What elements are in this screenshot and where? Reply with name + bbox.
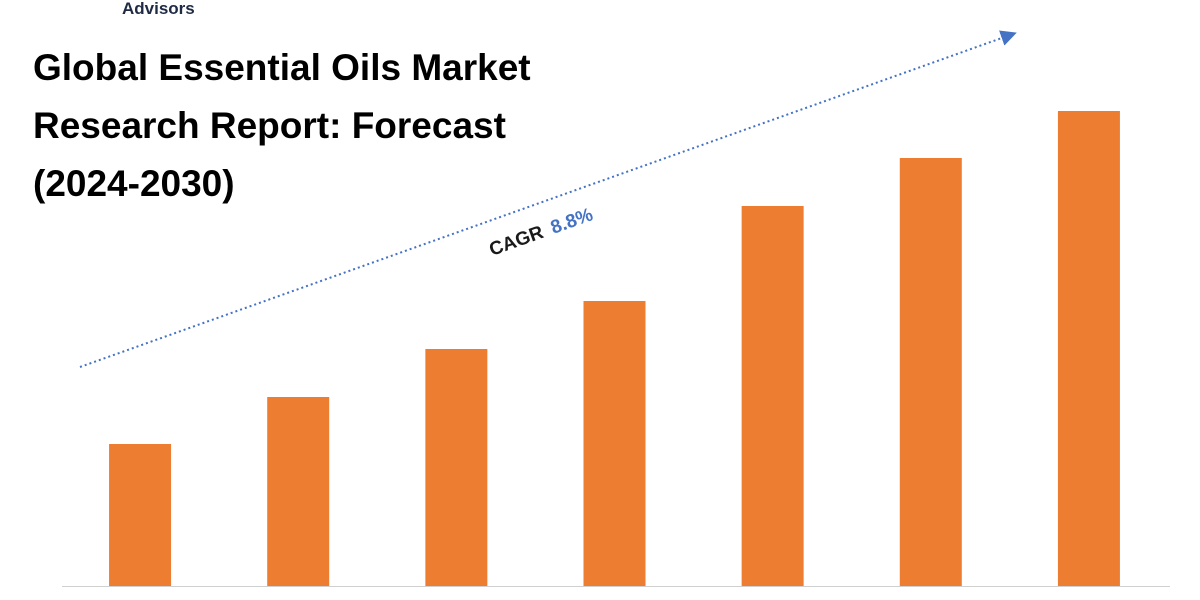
bar — [267, 397, 330, 586]
cagr-value: 8.8% — [548, 204, 596, 238]
chart-title: Research Report: Forecast — [33, 105, 506, 146]
chart-title: Global Essential Oils Market — [33, 47, 531, 88]
bar — [109, 444, 172, 586]
chart-title: (2024-2030) — [33, 163, 235, 204]
bar — [741, 206, 804, 586]
cagr-annotation: CAGR 8.8% — [487, 204, 596, 260]
bar — [425, 349, 488, 586]
bar — [1057, 111, 1120, 586]
bar — [583, 301, 646, 586]
brand: Advisors — [122, 0, 195, 18]
bar — [899, 158, 962, 586]
cagr-arrow — [79, 30, 1017, 368]
cagr-label: CAGR — [487, 222, 547, 261]
